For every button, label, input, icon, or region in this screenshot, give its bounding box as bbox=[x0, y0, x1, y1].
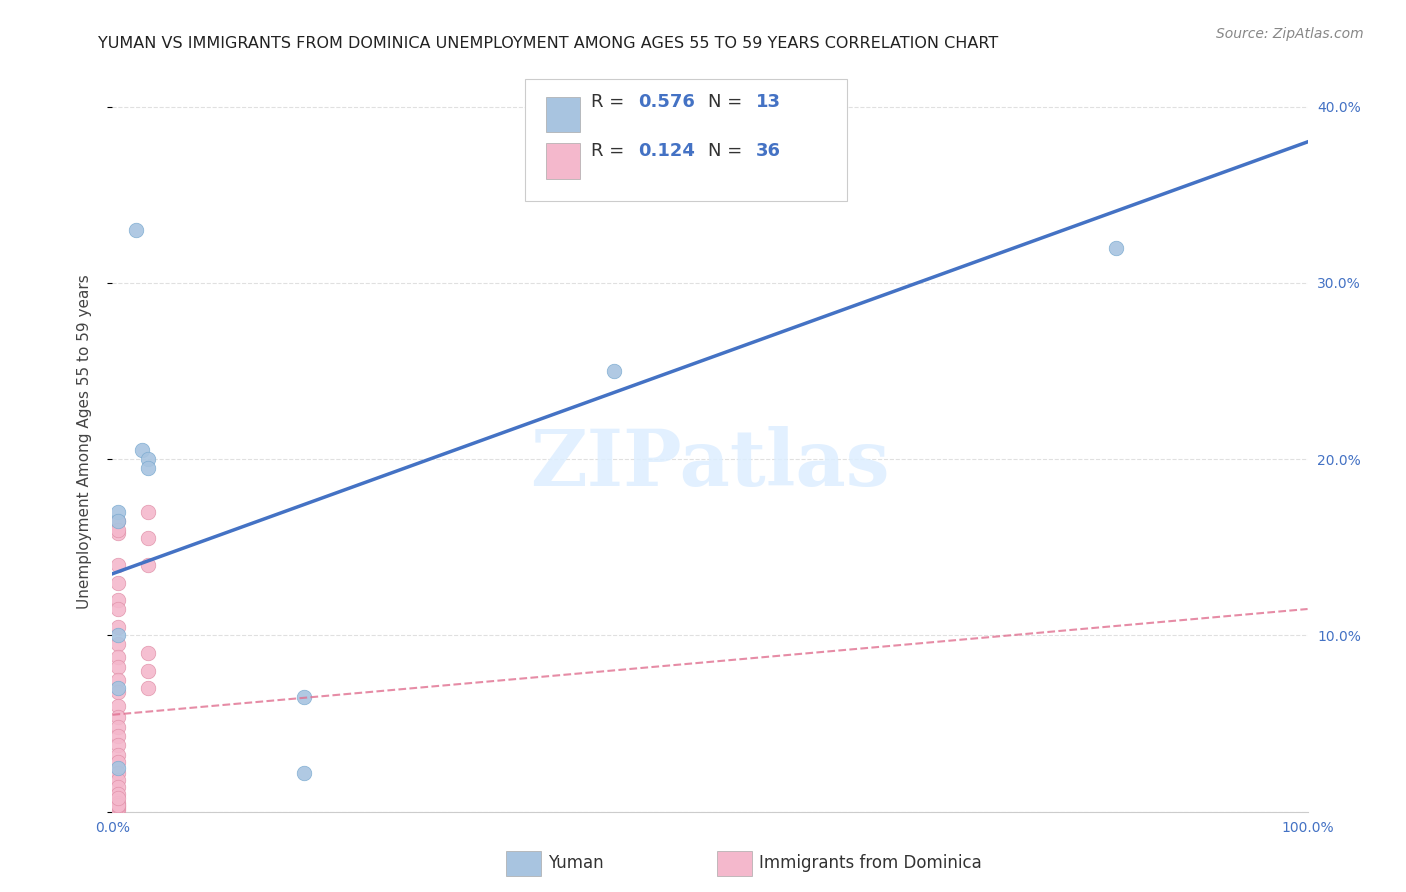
Point bbox=[107, 685, 129, 699]
Point bbox=[107, 780, 129, 794]
Text: YUMAN VS IMMIGRANTS FROM DOMINICA UNEMPLOYMENT AMONG AGES 55 TO 59 YEARS CORRELA: YUMAN VS IMMIGRANTS FROM DOMINICA UNEMPL… bbox=[98, 36, 998, 51]
Text: R =: R = bbox=[591, 94, 630, 112]
Text: 0.124: 0.124 bbox=[638, 142, 695, 160]
Point bbox=[107, 593, 129, 607]
Point bbox=[107, 558, 129, 572]
Point bbox=[107, 526, 129, 541]
FancyBboxPatch shape bbox=[547, 96, 579, 132]
Point bbox=[107, 575, 129, 590]
Point bbox=[107, 709, 129, 723]
Point bbox=[131, 443, 153, 458]
Point bbox=[107, 772, 129, 787]
Point bbox=[292, 766, 315, 780]
Text: 36: 36 bbox=[755, 142, 780, 160]
Point bbox=[107, 505, 129, 519]
Text: Source: ZipAtlas.com: Source: ZipAtlas.com bbox=[1216, 27, 1364, 41]
Point bbox=[107, 514, 129, 528]
Point bbox=[138, 452, 160, 467]
Point bbox=[107, 698, 129, 713]
Point bbox=[1105, 241, 1128, 255]
Text: Yuman: Yuman bbox=[548, 855, 605, 872]
Point bbox=[292, 690, 315, 705]
Point bbox=[107, 637, 129, 651]
Text: N =: N = bbox=[707, 94, 748, 112]
Point bbox=[107, 766, 129, 780]
Point bbox=[107, 673, 129, 687]
Point bbox=[603, 364, 626, 378]
Point bbox=[138, 558, 160, 572]
Point bbox=[107, 803, 129, 817]
Text: ZIPatlas: ZIPatlas bbox=[530, 425, 890, 502]
FancyBboxPatch shape bbox=[524, 78, 848, 201]
Point bbox=[107, 790, 129, 805]
Text: 13: 13 bbox=[755, 94, 780, 112]
Point bbox=[107, 628, 129, 642]
Point bbox=[107, 720, 129, 734]
FancyBboxPatch shape bbox=[547, 144, 579, 178]
Point bbox=[107, 761, 129, 775]
Text: N =: N = bbox=[707, 142, 748, 160]
Point bbox=[107, 748, 129, 763]
Point bbox=[107, 649, 129, 664]
Point bbox=[107, 619, 129, 633]
Point bbox=[107, 738, 129, 752]
Point bbox=[138, 461, 160, 475]
Point bbox=[138, 505, 160, 519]
Point bbox=[107, 799, 129, 814]
Point bbox=[138, 532, 160, 546]
Text: R =: R = bbox=[591, 142, 630, 160]
Point bbox=[107, 602, 129, 616]
Point bbox=[107, 514, 129, 528]
Text: 0.576: 0.576 bbox=[638, 94, 695, 112]
Point bbox=[138, 681, 160, 696]
Text: Immigrants from Dominica: Immigrants from Dominica bbox=[759, 855, 981, 872]
Point bbox=[107, 729, 129, 743]
Point bbox=[125, 223, 148, 237]
Point bbox=[107, 801, 129, 815]
Point bbox=[138, 664, 160, 678]
Point bbox=[107, 660, 129, 674]
Y-axis label: Unemployment Among Ages 55 to 59 years: Unemployment Among Ages 55 to 59 years bbox=[77, 274, 91, 609]
Point bbox=[107, 796, 129, 810]
Point bbox=[107, 756, 129, 770]
Point bbox=[107, 797, 129, 812]
Point bbox=[107, 681, 129, 696]
Point bbox=[107, 787, 129, 801]
Point bbox=[107, 523, 129, 537]
Point bbox=[138, 646, 160, 660]
